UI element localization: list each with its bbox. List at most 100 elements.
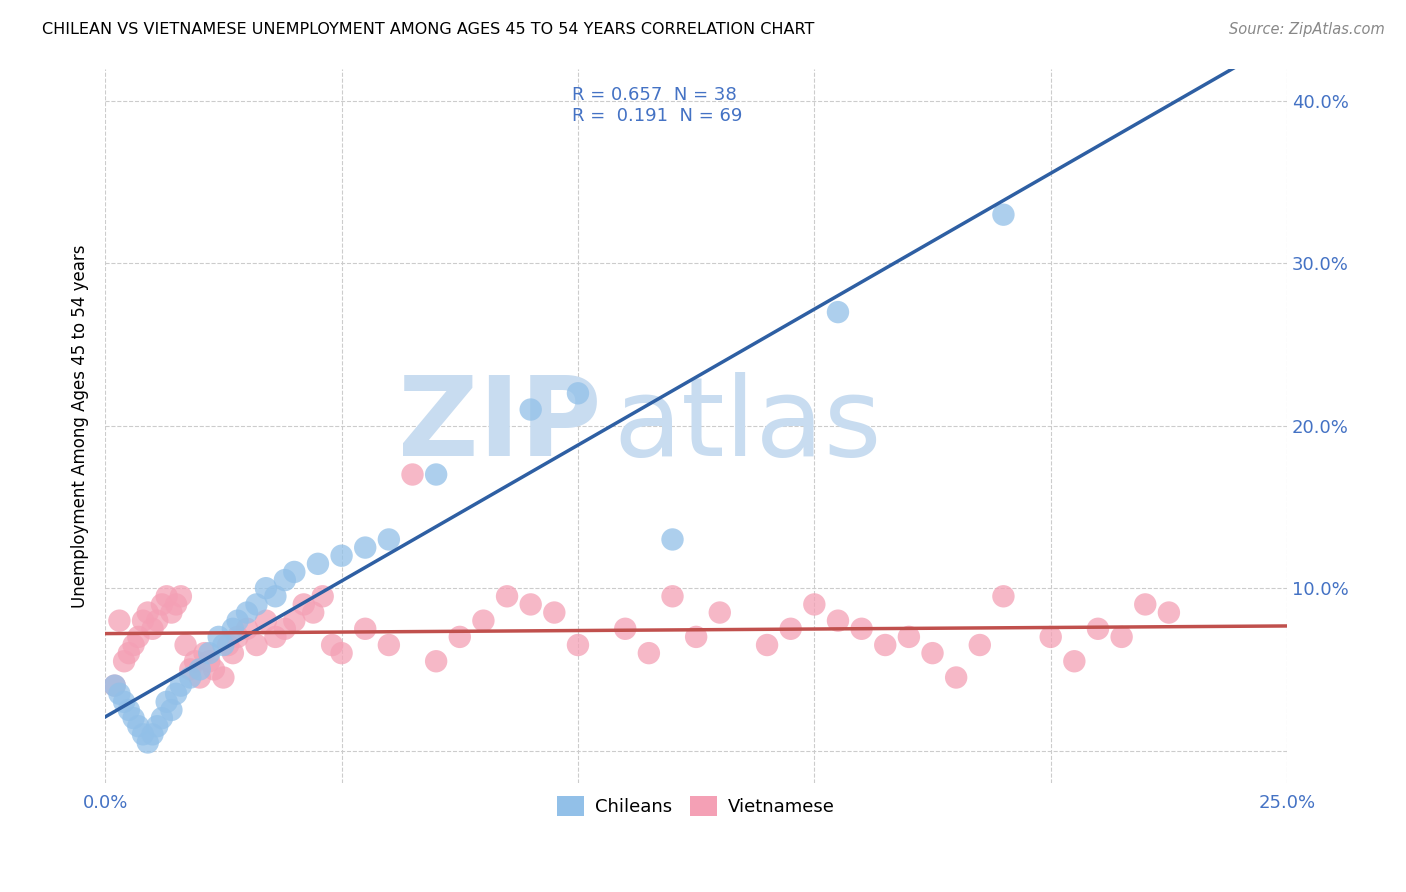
- Point: [179, 662, 201, 676]
- Point: [136, 606, 159, 620]
- Point: [160, 606, 183, 620]
- Point: [179, 671, 201, 685]
- Point: [118, 646, 141, 660]
- Point: [245, 638, 267, 652]
- Text: R = 0.657  N = 38: R = 0.657 N = 38: [572, 86, 737, 104]
- Point: [283, 565, 305, 579]
- Point: [254, 581, 277, 595]
- Point: [1111, 630, 1133, 644]
- Point: [401, 467, 423, 482]
- Point: [425, 654, 447, 668]
- Point: [193, 646, 215, 660]
- Point: [803, 598, 825, 612]
- Point: [330, 549, 353, 563]
- Point: [638, 646, 661, 660]
- Point: [198, 646, 221, 660]
- Point: [118, 703, 141, 717]
- Point: [449, 630, 471, 644]
- Point: [165, 598, 187, 612]
- Point: [756, 638, 779, 652]
- Point: [1135, 598, 1157, 612]
- Point: [108, 614, 131, 628]
- Point: [112, 695, 135, 709]
- Point: [1157, 606, 1180, 620]
- Point: [202, 662, 225, 676]
- Point: [851, 622, 873, 636]
- Point: [222, 622, 245, 636]
- Point: [112, 654, 135, 668]
- Point: [264, 589, 287, 603]
- Point: [709, 606, 731, 620]
- Point: [184, 654, 207, 668]
- Point: [245, 598, 267, 612]
- Point: [150, 598, 173, 612]
- Point: [311, 589, 333, 603]
- Point: [104, 679, 127, 693]
- Point: [146, 719, 169, 733]
- Point: [378, 638, 401, 652]
- Point: [1039, 630, 1062, 644]
- Point: [472, 614, 495, 628]
- Point: [875, 638, 897, 652]
- Point: [141, 622, 163, 636]
- Point: [254, 614, 277, 628]
- Point: [519, 598, 541, 612]
- Point: [993, 589, 1015, 603]
- Point: [292, 598, 315, 612]
- Point: [567, 386, 589, 401]
- Point: [921, 646, 943, 660]
- Point: [122, 638, 145, 652]
- Point: [165, 687, 187, 701]
- Point: [170, 679, 193, 693]
- Point: [661, 533, 683, 547]
- Point: [108, 687, 131, 701]
- Point: [543, 606, 565, 620]
- Point: [212, 671, 235, 685]
- Point: [283, 614, 305, 628]
- Text: R =  0.191  N = 69: R = 0.191 N = 69: [572, 107, 742, 125]
- Point: [127, 630, 149, 644]
- Point: [897, 630, 920, 644]
- Point: [174, 638, 197, 652]
- Point: [307, 557, 329, 571]
- Point: [132, 614, 155, 628]
- Point: [1063, 654, 1085, 668]
- Point: [264, 630, 287, 644]
- Point: [1087, 622, 1109, 636]
- Point: [661, 589, 683, 603]
- Point: [567, 638, 589, 652]
- Point: [354, 622, 377, 636]
- Point: [198, 654, 221, 668]
- Point: [330, 646, 353, 660]
- Point: [226, 614, 249, 628]
- Point: [212, 638, 235, 652]
- Point: [150, 711, 173, 725]
- Point: [208, 630, 231, 644]
- Point: [378, 533, 401, 547]
- Point: [188, 662, 211, 676]
- Text: atlas: atlas: [613, 372, 882, 479]
- Text: CHILEAN VS VIETNAMESE UNEMPLOYMENT AMONG AGES 45 TO 54 YEARS CORRELATION CHART: CHILEAN VS VIETNAMESE UNEMPLOYMENT AMONG…: [42, 22, 814, 37]
- Point: [141, 727, 163, 741]
- Point: [136, 735, 159, 749]
- Point: [354, 541, 377, 555]
- Point: [217, 638, 239, 652]
- Point: [156, 589, 179, 603]
- Point: [302, 606, 325, 620]
- Point: [170, 589, 193, 603]
- Point: [969, 638, 991, 652]
- Point: [827, 305, 849, 319]
- Point: [519, 402, 541, 417]
- Point: [321, 638, 343, 652]
- Point: [274, 573, 297, 587]
- Point: [156, 695, 179, 709]
- Point: [496, 589, 519, 603]
- Point: [685, 630, 707, 644]
- Point: [993, 208, 1015, 222]
- Point: [274, 622, 297, 636]
- Point: [779, 622, 801, 636]
- Legend: Chileans, Vietnamese: Chileans, Vietnamese: [548, 787, 844, 825]
- Point: [945, 671, 967, 685]
- Point: [827, 614, 849, 628]
- Point: [425, 467, 447, 482]
